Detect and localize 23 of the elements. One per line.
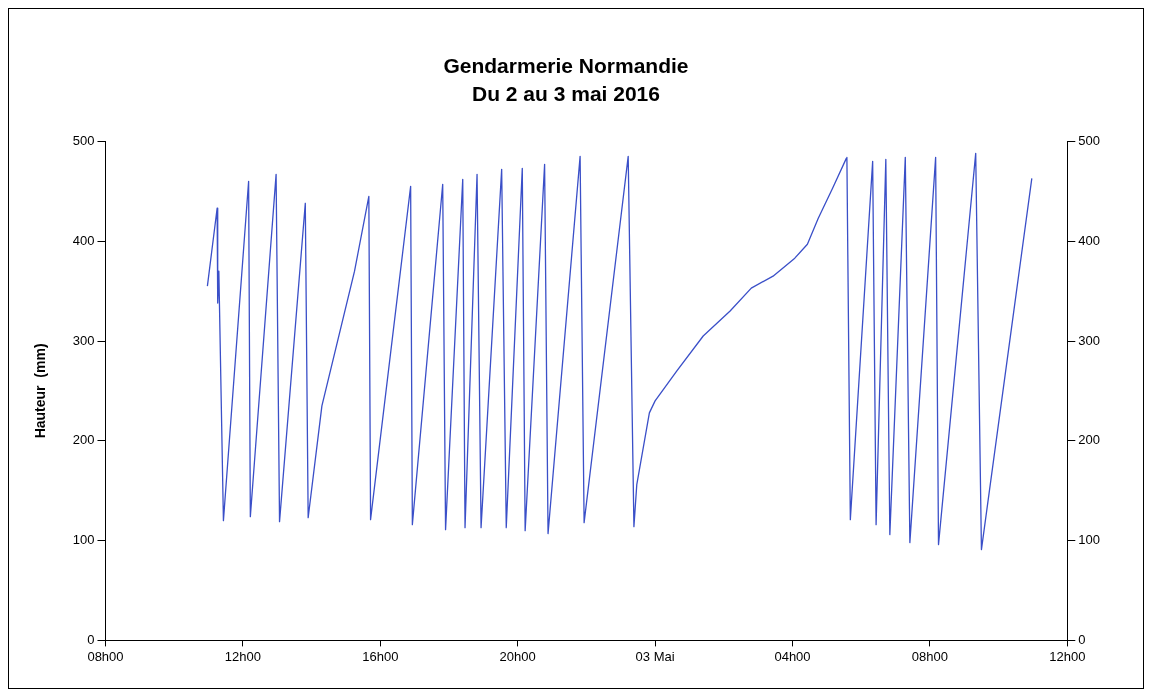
y-axis-title: Hauteur (mm) (32, 343, 49, 439)
x-tick-label: 12h00 (224, 648, 261, 664)
y2-tick-label: 400 (1078, 232, 1101, 248)
y-tick-label: 200 (72, 432, 95, 448)
y2-tick-label: 500 (1078, 132, 1101, 148)
y-tick-label: 300 (72, 332, 95, 348)
y-tick-label: 0 (87, 631, 95, 647)
y-tick-label: 100 (72, 532, 95, 548)
x-tick-label: 12h00 (1049, 648, 1086, 664)
x-tick-label: 08h00 (911, 648, 948, 664)
y2-tick-label: 200 (1078, 432, 1101, 448)
y-tick-label: 500 (72, 132, 95, 148)
y2-tick-label: 100 (1078, 532, 1101, 548)
x-tick-label: 03 Mai (635, 648, 675, 664)
y2-tick-label: 0 (1078, 631, 1086, 647)
y2-tick-label: 300 (1078, 332, 1101, 348)
chart-title: Gendarmerie Normandie (443, 54, 689, 78)
x-tick-label: 16h00 (362, 648, 399, 664)
x-tick-label: 04h00 (774, 648, 811, 664)
x-tick-label: 20h00 (499, 648, 536, 664)
chart-subtitle: Du 2 au 3 mai 2016 (472, 81, 660, 105)
x-tick-label: 08h00 (87, 648, 124, 664)
y-tick-label: 400 (72, 232, 95, 248)
